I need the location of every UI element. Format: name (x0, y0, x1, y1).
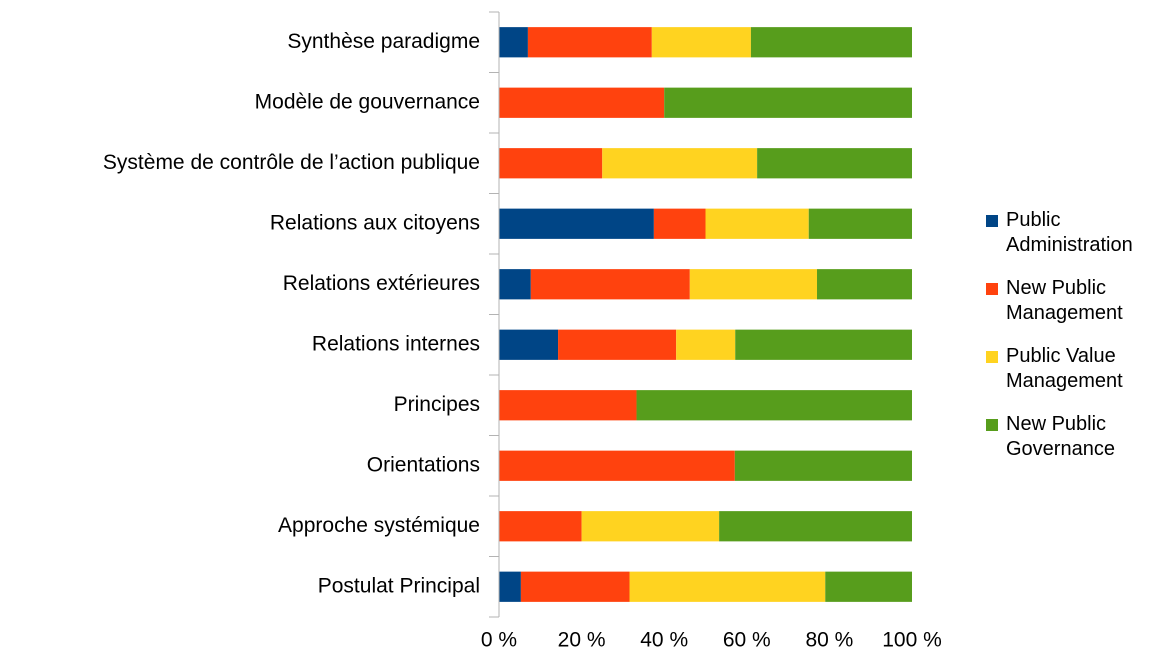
bar-segment (825, 571, 912, 602)
x-tick-label: 40 % (640, 629, 688, 652)
legend-swatch (986, 351, 998, 363)
x-tick-label: 20 % (558, 629, 606, 652)
bar-segment (499, 450, 735, 481)
bar-segment (735, 329, 912, 360)
x-tick-label: 60 % (723, 629, 771, 652)
bar-segment (750, 27, 912, 58)
x-tick-label: 80 % (805, 629, 853, 652)
bar-segment (530, 269, 690, 300)
y-tick-label: Approche systémique (278, 514, 480, 537)
bar-segment (734, 450, 912, 481)
y-tick-label: Relations aux citoyens (270, 211, 480, 234)
y-tick-label: Relations internes (312, 332, 480, 355)
legend-label: Public Value Management (1006, 345, 1123, 392)
bar-segment (499, 390, 637, 421)
y-tick-label: Orientations (367, 453, 480, 476)
legend-label: Public Administration (1006, 209, 1133, 256)
y-tick-label: Principes (394, 393, 480, 416)
bar-segment (705, 208, 809, 239)
legend-label: New Public Management (1006, 277, 1123, 324)
bar-segment (719, 511, 912, 542)
y-tick-label: Relations extérieures (283, 272, 480, 295)
bar-segment (581, 511, 720, 542)
y-tick-label: Postulat Principal (318, 574, 480, 597)
bar-segment (499, 269, 531, 300)
legend-label: New Public Governance (1006, 413, 1115, 460)
bar-segment (817, 269, 912, 300)
bar-segment (499, 148, 603, 179)
bar-segment (499, 27, 528, 58)
bar-segment (499, 329, 559, 360)
legend-swatch (986, 215, 998, 227)
bar-segment (636, 390, 912, 421)
bar-segment (499, 571, 521, 602)
bar-segment (602, 148, 758, 179)
y-tick-label: Modèle de gouvernance (255, 90, 480, 113)
bar-segment (664, 87, 912, 118)
bar-segment (499, 511, 582, 542)
bar-segment (499, 208, 654, 239)
bar-segment (808, 208, 912, 239)
y-tick-label: Synthèse paradigme (287, 30, 480, 53)
bar-segment (527, 27, 652, 58)
legend-swatch (986, 283, 998, 295)
bar-segment (558, 329, 677, 360)
bar-segment (653, 208, 706, 239)
bar-segment (629, 571, 826, 602)
y-tick-label: Système de contrôle de l’action publique (103, 151, 480, 174)
bar-segment (689, 269, 818, 300)
x-tick-label: 100 % (882, 629, 942, 652)
bar-segment (520, 571, 630, 602)
legend-swatch (986, 419, 998, 431)
bar-segment (676, 329, 736, 360)
bar-segment (499, 87, 665, 118)
x-tick-label: 0 % (481, 629, 517, 652)
bar-segment (651, 27, 751, 58)
bar-segment (757, 148, 912, 179)
